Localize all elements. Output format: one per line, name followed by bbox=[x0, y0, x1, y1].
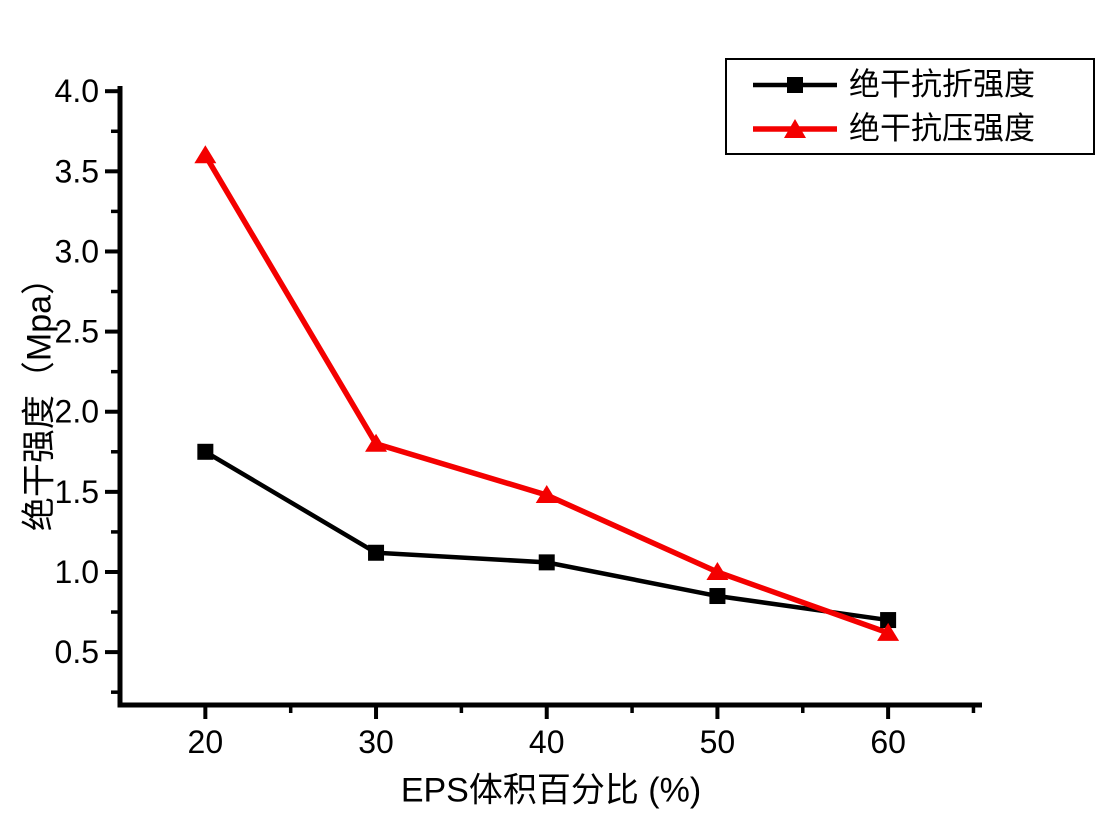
legend-square-marker-icon bbox=[787, 76, 803, 93]
y-tick-label: 3.5 bbox=[55, 153, 99, 189]
legend-label-flexural: 绝干抗折强度 bbox=[849, 67, 1035, 102]
x-tick-label: 30 bbox=[358, 724, 394, 760]
legend-sample-flexural bbox=[753, 73, 837, 97]
x-axis-title: EPS体积百分比 (%) bbox=[400, 771, 702, 810]
data-point-triangle bbox=[877, 622, 900, 641]
y-tick-label: 0.5 bbox=[55, 634, 99, 670]
legend-triangle-marker-icon bbox=[784, 118, 806, 138]
data-point-square bbox=[197, 443, 214, 460]
y-tick-label: 4.0 bbox=[55, 73, 99, 109]
legend-sample-compressive bbox=[753, 117, 837, 141]
legend: 绝干抗折强度 绝干抗压强度 bbox=[725, 58, 1095, 155]
legend-label-compressive: 绝干抗压强度 bbox=[849, 111, 1035, 146]
x-tick-label: 20 bbox=[188, 724, 224, 760]
legend-entry-flexural: 绝干抗折强度 bbox=[753, 65, 1093, 105]
y-tick-label: 1.0 bbox=[55, 554, 99, 590]
y-tick-label: 1.5 bbox=[55, 474, 99, 510]
x-tick-label: 50 bbox=[700, 724, 736, 760]
x-tick-label: 40 bbox=[529, 724, 565, 760]
data-point-square bbox=[368, 544, 385, 561]
data-point-triangle bbox=[535, 485, 558, 504]
data-point-square bbox=[538, 554, 555, 571]
legend-entry-compressive: 绝干抗压强度 bbox=[753, 109, 1093, 149]
legend-line-square-icon bbox=[753, 76, 837, 93]
data-point-triangle bbox=[194, 145, 217, 164]
data-point-square bbox=[709, 588, 726, 605]
y-tick-label: 3.0 bbox=[55, 233, 99, 269]
y-tick-label: 2.0 bbox=[55, 394, 99, 430]
y-axis-title: 绝干强度（Mpa） bbox=[20, 260, 59, 532]
y-tick-label: 2.5 bbox=[55, 314, 99, 350]
legend-line-triangle-icon bbox=[753, 118, 837, 138]
data-point-square bbox=[880, 612, 897, 629]
data-point-triangle bbox=[706, 561, 729, 580]
x-tick-label: 60 bbox=[870, 724, 906, 760]
data-point-triangle bbox=[365, 433, 388, 452]
